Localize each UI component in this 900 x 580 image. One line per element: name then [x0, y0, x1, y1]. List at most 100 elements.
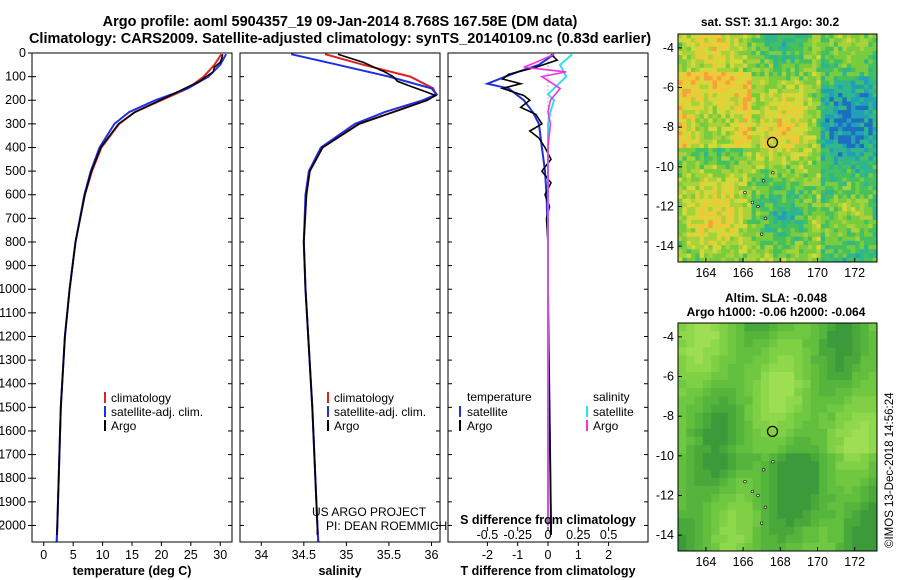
map-cell	[803, 55, 809, 60]
map-cell	[725, 173, 731, 179]
map-cell	[812, 186, 818, 191]
map-cell	[851, 198, 856, 204]
map-cell	[794, 245, 800, 250]
map-cell	[764, 67, 770, 73]
map-cell	[803, 249, 809, 255]
map-cell	[768, 126, 774, 132]
map-cell	[790, 173, 796, 179]
map-cell	[703, 101, 709, 107]
map-cell	[864, 67, 869, 73]
map-cell	[760, 534, 770, 544]
x-tick-label: -1	[512, 548, 523, 562]
map-cell	[682, 240, 688, 246]
map-cell	[852, 502, 862, 511]
map-cell	[859, 215, 865, 221]
map-cell	[842, 253, 848, 259]
map-cell	[842, 211, 848, 217]
series-line-climatology	[302, 53, 437, 542]
map-cell	[773, 148, 779, 153]
map-cell	[727, 469, 737, 479]
map-cell	[777, 240, 783, 246]
map-cell	[764, 50, 770, 56]
map-cell	[764, 118, 770, 124]
map-cell	[825, 105, 831, 111]
temperature-panel: 0 5 10 15 20 25 30 temperature (deg C) climato…	[31, 52, 233, 578]
map-cell	[829, 164, 835, 170]
map-cell	[842, 67, 848, 73]
map-cell	[725, 97, 731, 103]
map-cell	[708, 34, 714, 39]
map-cell	[794, 428, 803, 438]
map-cell	[852, 526, 862, 536]
map-cell	[777, 198, 783, 204]
map-cell	[790, 72, 796, 77]
map-cell	[794, 135, 800, 141]
map-cell	[695, 249, 701, 255]
map-cell	[818, 437, 828, 446]
map-cell	[751, 143, 757, 149]
map-cell	[716, 232, 722, 238]
map-cell	[727, 347, 737, 357]
map-cell	[690, 139, 696, 145]
map-cell	[855, 219, 861, 225]
map-cell	[727, 485, 737, 495]
map-cell	[868, 67, 874, 73]
map-cell	[855, 97, 861, 103]
map-cell	[742, 240, 748, 246]
map-cell	[843, 388, 853, 397]
map-cell	[682, 164, 688, 170]
map-cell	[816, 80, 822, 86]
map-cell	[760, 126, 766, 132]
map-cell	[734, 215, 740, 221]
map-cell	[842, 257, 848, 262]
map-cell	[686, 502, 696, 511]
map-cell	[738, 156, 744, 162]
map-cell	[686, 228, 692, 234]
map-cell	[744, 420, 754, 430]
map-cell	[755, 164, 761, 170]
map-cell	[790, 114, 796, 120]
map-cell	[842, 101, 848, 107]
map-cell	[721, 72, 727, 77]
map-cell	[816, 245, 822, 250]
map-cell	[719, 485, 729, 495]
map-cell	[686, 63, 692, 69]
map-cell	[755, 80, 761, 86]
map-cell	[682, 135, 688, 141]
map-cell	[699, 194, 705, 200]
map-cell	[686, 526, 696, 536]
map-cell	[703, 164, 709, 170]
map-cell	[752, 526, 762, 536]
map-cell	[855, 181, 861, 187]
map-cell	[721, 249, 727, 255]
map-cell	[703, 207, 709, 212]
map-cell	[864, 110, 869, 115]
map-cell	[851, 228, 856, 234]
map-cell	[738, 67, 744, 73]
map-cell	[686, 152, 692, 158]
map-cell	[829, 236, 835, 242]
map-cell	[794, 207, 800, 212]
map-cell	[781, 181, 787, 187]
map-cell	[721, 110, 727, 115]
map-cell	[742, 160, 748, 166]
map-cell	[703, 72, 709, 77]
map-cell	[769, 355, 779, 365]
map-cell	[825, 164, 831, 170]
map-cell	[769, 339, 779, 349]
map-cell	[769, 453, 779, 463]
map-cell	[860, 347, 870, 357]
map-cell	[712, 164, 718, 170]
map-cell	[777, 211, 783, 217]
map-cell	[790, 38, 796, 44]
map-cell	[768, 84, 774, 90]
map-cell	[812, 181, 818, 187]
map-cell	[816, 126, 822, 132]
map-cell	[682, 38, 688, 44]
map-cell	[716, 240, 722, 246]
map-cell	[868, 215, 874, 221]
map-cell	[851, 50, 856, 56]
map-cell	[864, 38, 869, 44]
map-cell	[859, 67, 865, 73]
map-cell	[785, 494, 795, 503]
